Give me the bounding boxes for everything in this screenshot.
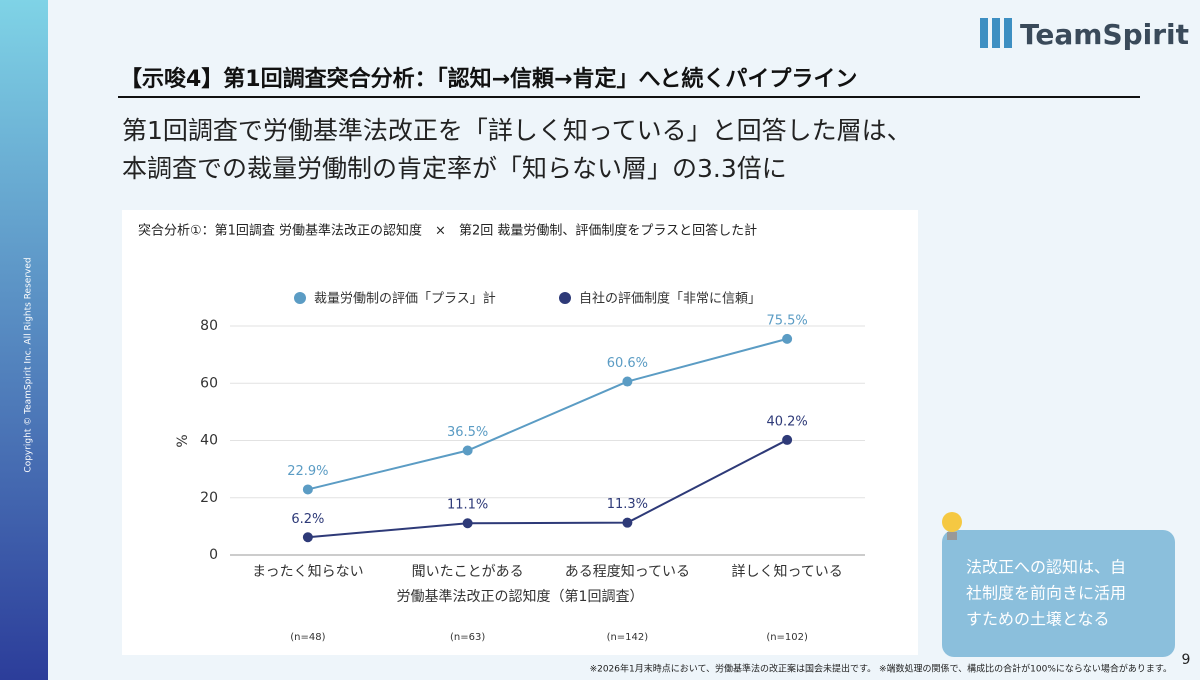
chart-panel (122, 210, 918, 655)
page-number: 9 (1182, 652, 1191, 668)
value-label: 36.5% (447, 425, 488, 440)
value-label: 75.5% (766, 313, 807, 328)
heading: 【示唆4】第1回調査突合分析：「認知→信頼→肯定」へと続くパイプライン (120, 66, 857, 92)
series-line (307, 439, 788, 539)
point (302, 484, 313, 495)
point (462, 518, 473, 529)
x-tick-label: 詳しく知っている (731, 563, 842, 580)
point (302, 532, 313, 543)
subtitle: 第1回調査で労働基準法改正を「詳しく知っている」と回答した層は、 (122, 116, 912, 145)
sample-size: (n=142) (607, 632, 649, 643)
legend-marker (294, 292, 306, 304)
tip-text: すための土壌となる (966, 610, 1110, 629)
value-label: 6.2% (291, 512, 324, 527)
tip-text: 社制度を前向きに活用 (966, 584, 1126, 603)
point (782, 333, 793, 344)
y-tick-label: 40 (200, 433, 218, 449)
point (622, 376, 633, 387)
logo-icon (980, 18, 1012, 48)
tip-text: 法改正への認知は、自 (966, 558, 1126, 577)
chart-title: 突合分析①：第1回調査 労働基準法改正の認知度 × 第2回 裁量労働制、評価制度… (138, 223, 757, 239)
footnote: ※2026年1月末時点において、労働基準法の改正案は国会未提出です。 ※端数処理… (590, 663, 1172, 675)
series-line (307, 337, 788, 491)
value-label: 11.3% (607, 497, 648, 512)
sample-size: (n=102) (766, 632, 808, 643)
point (782, 434, 793, 445)
y-tick-label: 60 (200, 375, 218, 391)
bulb-icon (942, 512, 962, 540)
x-tick-label: 聞いたことがある (412, 564, 524, 580)
legend-marker (559, 292, 571, 304)
copyright: Copyright © TeamSpirit Inc. All Rights R… (24, 257, 34, 472)
x-tick-label: まったく知らない (252, 563, 363, 580)
value-label: 40.2% (766, 414, 807, 429)
logo: TeamSpirit (1020, 18, 1189, 51)
subtitle: 本調査での裁量労働制の肯定率が「知らない層」の3.3倍に (122, 154, 787, 183)
point (462, 445, 473, 456)
side-bar (0, 0, 48, 680)
sample-size: (n=48) (290, 632, 325, 643)
x-tick-label: ある程度知っている (565, 563, 690, 580)
tip-box (942, 530, 1175, 657)
legend-label: 裁量労働制の評価「プラス」計 (314, 291, 496, 307)
value-label: 11.1% (447, 498, 488, 513)
point (622, 517, 633, 528)
y-tick-label: 0 (209, 547, 218, 563)
x-axis-label: 労働基準法改正の認知度（第1回調査） (397, 588, 644, 605)
y-tick-label: 20 (200, 490, 218, 506)
value-label: 22.9% (287, 464, 328, 479)
y-tick-label: 80 (200, 318, 218, 334)
legend-label: 自社の評価制度「非常に信頼」 (579, 291, 761, 307)
y-axis-label: % (175, 434, 191, 447)
sample-size: (n=63) (450, 632, 485, 643)
value-label: 60.6% (607, 356, 648, 371)
